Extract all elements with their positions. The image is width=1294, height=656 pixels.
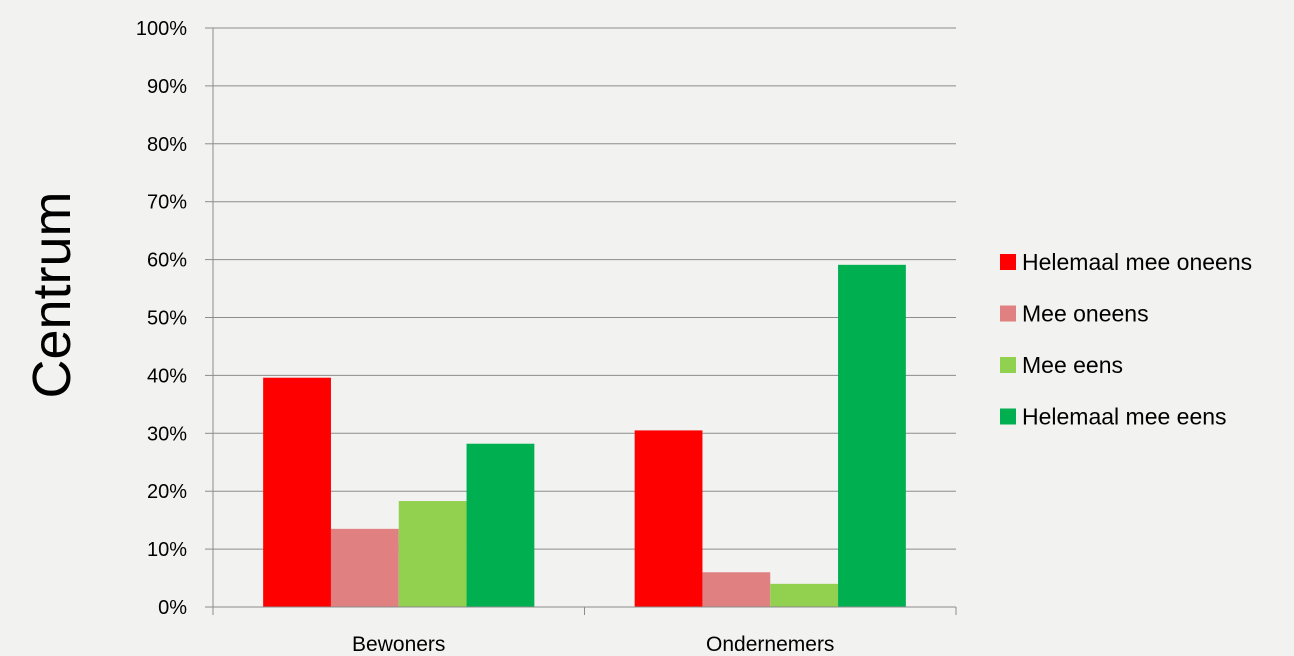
y-axis-title: Centrum: [22, 191, 82, 398]
legend-swatch: [1000, 254, 1016, 270]
bar: [398, 501, 467, 607]
legend-label: Helemaal mee oneens: [1022, 249, 1252, 275]
legend-label: Helemaal mee eens: [1022, 404, 1227, 430]
bar: [634, 430, 703, 607]
bar: [838, 264, 906, 607]
x-axis: Bewoners Ondernemers: [212, 606, 957, 656]
y-tick-label: 20%: [147, 481, 187, 503]
legend-swatch: [1000, 357, 1016, 373]
y-tick-label: 40%: [147, 365, 187, 387]
bar: [466, 443, 535, 607]
legend-swatch: [1000, 408, 1016, 425]
legend-label: Mee oneens: [1022, 301, 1149, 327]
y-tick-label: 0%: [158, 597, 187, 619]
legend-label: Mee eens: [1022, 352, 1123, 378]
bars: [263, 264, 906, 607]
legend: Helemaal mee oneens Mee oneens Mee eens Hel…: [1000, 249, 1252, 430]
bar: [330, 528, 399, 607]
bar: [263, 377, 331, 607]
y-tick-label: 100%: [136, 18, 187, 40]
bar: [702, 572, 771, 607]
y-tick-label: 50%: [147, 308, 187, 330]
bar: [770, 583, 839, 607]
x-category-label: Bewoners: [352, 633, 445, 656]
y-tick-label: 80%: [147, 134, 187, 156]
y-tick-label: 30%: [147, 423, 187, 445]
y-tick-label: 10%: [147, 539, 187, 561]
y-tick-label: 60%: [147, 250, 187, 272]
legend-swatch: [1000, 305, 1016, 322]
x-category-label: Ondernemers: [706, 633, 834, 656]
y-axis-ticks: 0% 10% 20% 30% 40% 50% 60% 70% 80% 90% 100%: [136, 18, 214, 619]
y-tick-label: 90%: [147, 76, 187, 98]
y-tick-label: 70%: [147, 192, 187, 214]
